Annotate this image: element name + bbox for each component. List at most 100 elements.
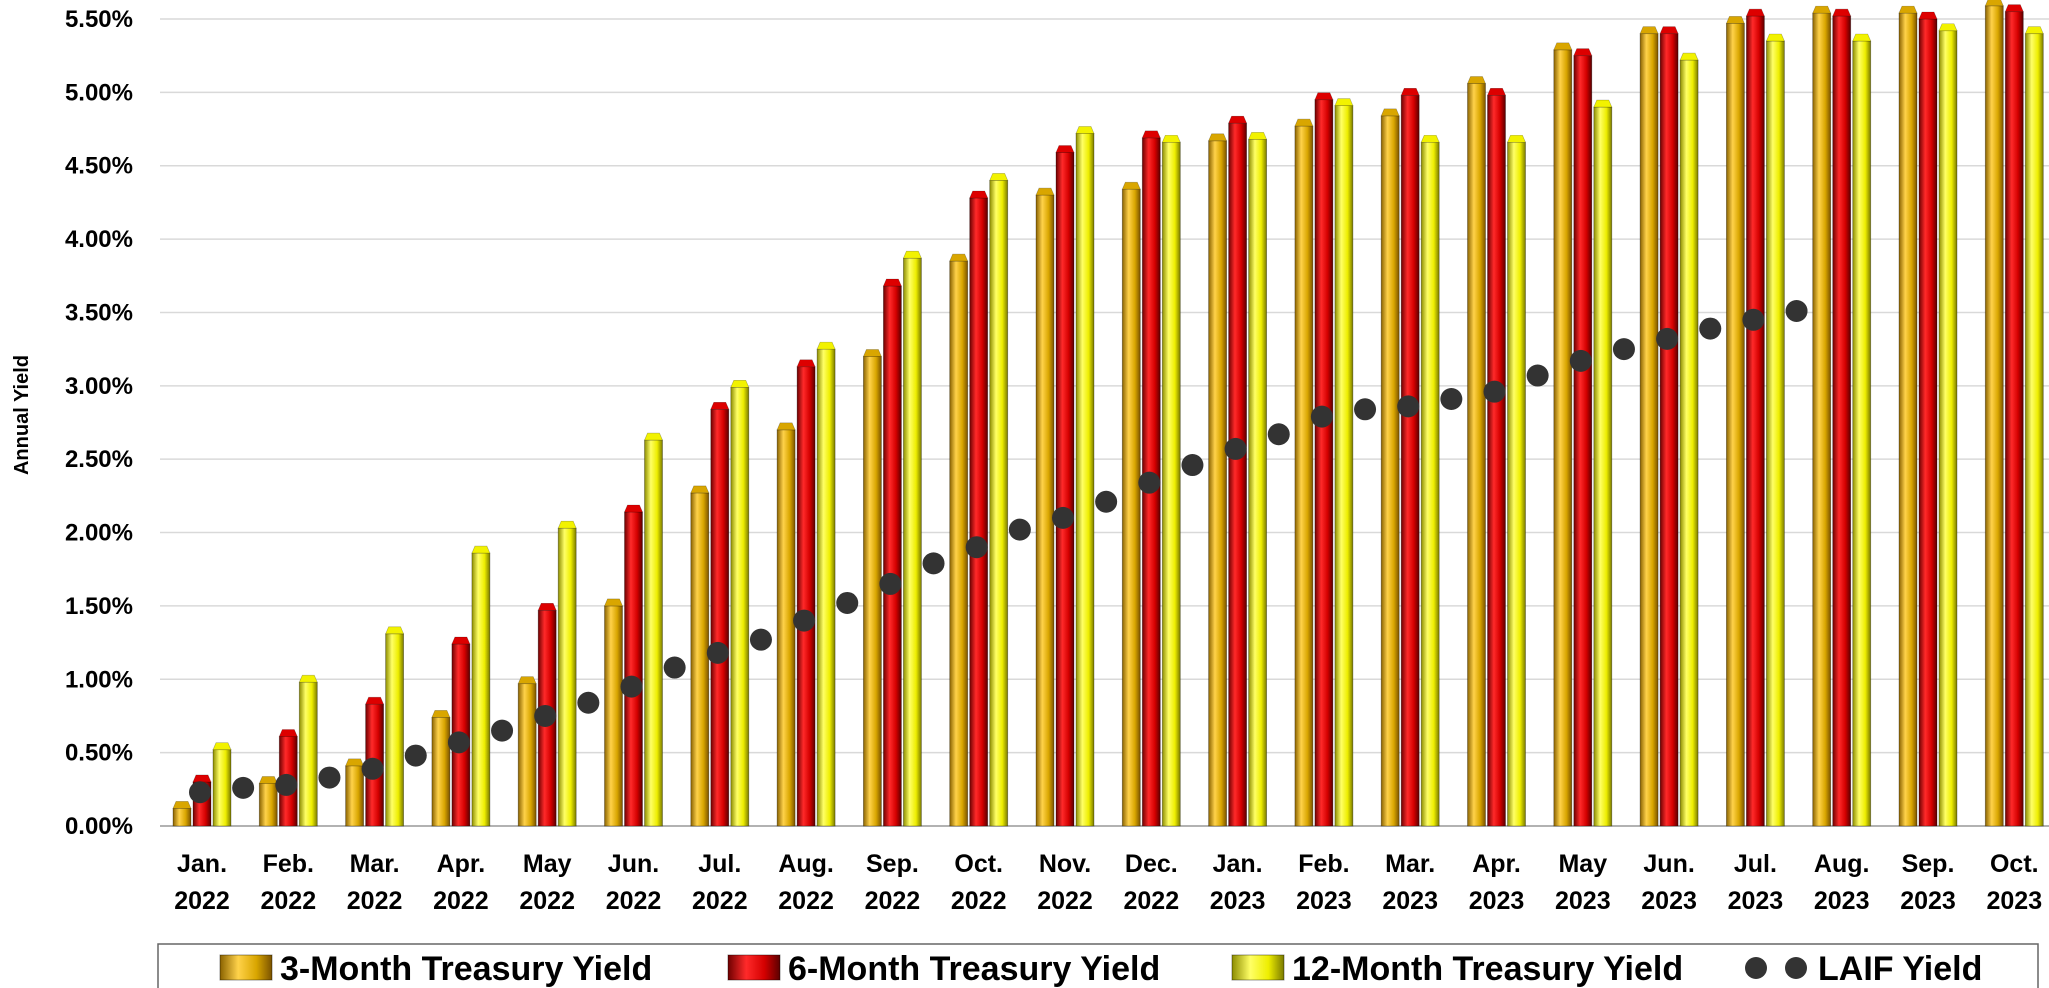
bar: [816, 348, 836, 827]
x-tick-label-year: 2022: [1037, 887, 1093, 915]
bar: [1334, 105, 1354, 827]
y-tick-label: 3.50%: [65, 299, 133, 326]
bar-top: [1248, 132, 1268, 140]
bar-top: [1984, 0, 2004, 7]
x-tick-label-month: Feb.: [263, 850, 314, 878]
bar: [1553, 49, 1573, 827]
x-tick-label-month: Dec.: [1125, 850, 1178, 878]
y-tick-label: 2.50%: [65, 446, 133, 473]
legend-marker-laif: [1785, 957, 1807, 979]
bar: [557, 527, 577, 827]
y-tick-label: 1.00%: [65, 666, 133, 693]
bar-top: [212, 742, 232, 751]
bar: [517, 683, 537, 827]
bar: [1639, 33, 1659, 827]
y-tick-label: 4.50%: [65, 153, 133, 180]
x-tick-label-month: Nov.: [1039, 850, 1091, 878]
bar-top: [172, 801, 192, 809]
gridlines: [160, 18, 2049, 827]
x-tick-label-year: 2023: [1210, 887, 1266, 915]
bar-top: [1852, 33, 1872, 42]
legend-label-3: 12-Month Treasury Yield: [1292, 950, 1683, 988]
x-tick-label-month: Apr.: [437, 850, 486, 878]
bar: [345, 765, 365, 827]
bar-top: [1400, 87, 1420, 96]
bar: [776, 429, 796, 827]
bar-top: [471, 545, 491, 554]
y-axis-title: Annual Yield: [11, 355, 33, 475]
laif-point: [620, 675, 643, 698]
x-tick-label-month: Jun.: [608, 850, 659, 878]
x-axis-tick-labels: Jan. 2022 Feb. 2022 Mar. 2022 Apr. 2022 May 2022 J…: [174, 850, 2042, 915]
bar: [969, 197, 989, 827]
legend-label-1: 3-Month Treasury Yield: [280, 950, 652, 988]
bar-top: [1228, 115, 1248, 124]
legend-swatch-3: [1231, 954, 1285, 981]
legend-swatch-1: [219, 954, 273, 981]
bar-top: [1938, 23, 1958, 32]
x-tick-label-year: 2023: [1555, 887, 1611, 915]
y-tick-label: 4.00%: [65, 226, 133, 253]
bar: [1659, 33, 1679, 827]
laif-point: [1095, 490, 1118, 513]
bar-top: [2004, 4, 2024, 12]
laif-point: [1569, 349, 1592, 372]
bar: [644, 439, 663, 827]
bar: [385, 633, 405, 827]
bar: [796, 366, 816, 827]
x-tick-label-year: 2023: [1900, 887, 1956, 915]
bar: [1380, 115, 1400, 827]
bar-top: [451, 636, 471, 645]
bar-top: [1679, 52, 1699, 61]
bar: [1467, 83, 1486, 827]
laif-point: [1267, 423, 1290, 446]
bar-top: [624, 504, 643, 513]
legend-swatch-2: [727, 954, 781, 981]
bar: [471, 552, 491, 827]
x-tick-label-month: Jun.: [1643, 850, 1694, 878]
bar-top: [557, 520, 577, 529]
x-tick-label-month: Jan.: [1213, 850, 1263, 878]
bar: [1400, 94, 1420, 827]
bar: [1161, 141, 1181, 827]
bar-top: [1553, 42, 1573, 51]
bar-top: [1765, 33, 1785, 42]
bar-top: [1420, 134, 1440, 143]
bar-top: [730, 379, 750, 388]
x-tick-label-month: Apr.: [1472, 850, 1521, 878]
x-tick-label-year: 2022: [1123, 887, 1179, 915]
y-tick-label: 2.00%: [65, 520, 133, 547]
bar: [1679, 59, 1699, 827]
bar-top: [1334, 98, 1354, 106]
x-tick-label-month: Jul.: [698, 850, 741, 878]
laif-point: [189, 781, 211, 804]
bar-series: [172, 0, 2044, 827]
laif-point: [1008, 518, 1031, 541]
bar-top: [1121, 181, 1141, 190]
bar-top: [1898, 5, 1918, 14]
x-tick-label-year: 2022: [778, 887, 834, 915]
y-tick-label: 0.00%: [65, 813, 133, 840]
x-tick-label-month: May: [523, 850, 572, 878]
laif-point: [1354, 398, 1377, 421]
bar-top: [365, 696, 385, 705]
laif-point: [749, 628, 772, 651]
x-tick-label-month: Jan.: [177, 850, 227, 878]
bar: [258, 783, 278, 827]
bar: [1898, 12, 1918, 827]
laif-point: [1310, 405, 1333, 428]
bar: [949, 260, 969, 827]
bar: [298, 681, 318, 827]
bar: [1593, 106, 1613, 827]
bar-top: [258, 776, 278, 784]
x-tick-label-month: Oct.: [1990, 850, 2039, 878]
bar: [1726, 23, 1745, 827]
laif-point: [361, 757, 384, 780]
y-tick-label: 3.00%: [65, 373, 133, 400]
bar: [1938, 30, 1958, 827]
bar: [1984, 5, 2004, 827]
bar-top: [1055, 145, 1075, 153]
laif-point: [404, 744, 427, 767]
bar-top: [1832, 8, 1852, 17]
